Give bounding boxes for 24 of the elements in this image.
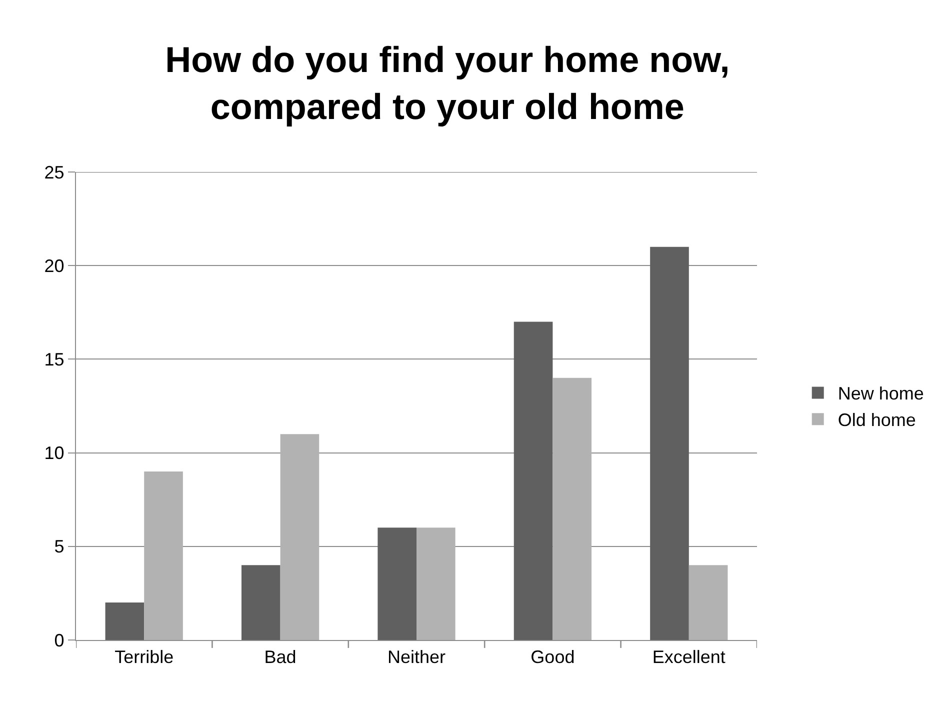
chart-title: How do you find your home now, compared to your old home [165, 39, 730, 127]
bar [552, 378, 592, 640]
bar [514, 322, 553, 640]
bar [241, 565, 280, 640]
bar [650, 246, 689, 640]
bar [280, 434, 320, 640]
y-tick-label: 10 [44, 443, 64, 464]
x-tick-label: Neither [387, 646, 446, 667]
y-tick-label: 20 [44, 256, 64, 276]
y-tick-label: 25 [44, 162, 64, 182]
bar [105, 602, 144, 640]
y-tick-label: 15 [44, 350, 64, 370]
x-tick-label: Bad [264, 646, 296, 667]
legend-label: New home [838, 384, 924, 404]
x-tick-label: Terrible [114, 646, 174, 667]
bar [416, 528, 456, 640]
x-tick-label: Excellent [652, 646, 726, 667]
y-tick-label: 5 [54, 536, 64, 557]
y-tick-label: 0 [54, 630, 64, 650]
bar [144, 472, 183, 640]
x-tick-label: Good [530, 646, 575, 667]
bar [378, 528, 416, 640]
legend-label: Old home [838, 410, 916, 430]
bar [688, 565, 728, 640]
